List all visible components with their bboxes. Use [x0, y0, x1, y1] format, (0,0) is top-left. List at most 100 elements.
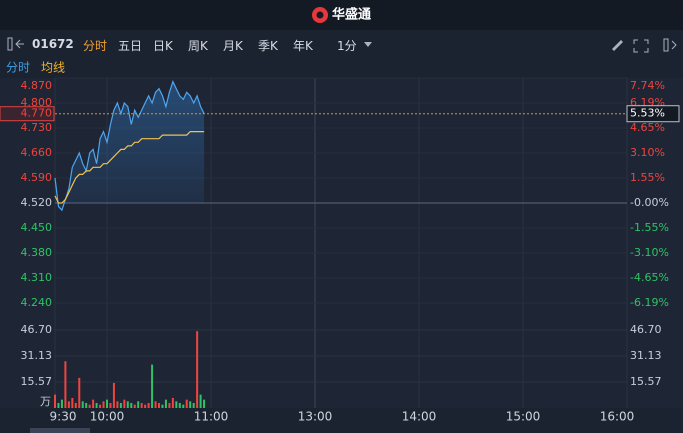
- y-tick-label: 4.380: [21, 246, 53, 259]
- volume-bar: [92, 399, 95, 408]
- y2-tick-label: -6.19%: [630, 296, 669, 309]
- chart: 分时 均线 9:30 10:00 11:00 13:00 14:00 15:00 16:00 4.…: [0, 58, 683, 433]
- icon-shape: [15, 39, 24, 49]
- tab[interactable]: 五日: [118, 39, 143, 53]
- y-tick-label: 4.240: [21, 296, 53, 309]
- volume-unit: 万: [40, 395, 51, 408]
- volume-bar: [147, 402, 150, 408]
- volume-bar: [178, 402, 181, 408]
- y2-tick-label: -1.55%: [630, 221, 669, 234]
- icon-shape: [364, 42, 372, 47]
- y2-tick-label: 15.57: [630, 375, 662, 388]
- volume-bar: [130, 402, 133, 408]
- tab[interactable]: 分时: [83, 39, 108, 53]
- volume-bar: [158, 402, 160, 408]
- volume-bar: [57, 402, 60, 408]
- y-tick-label: 15.57: [21, 375, 53, 388]
- volume-bar: [144, 404, 147, 408]
- last-change-box: [626, 105, 680, 123]
- y-tick-label: 4.660: [21, 146, 53, 159]
- x-tick-label: 15:00: [506, 410, 541, 424]
- volume-bar: [112, 382, 115, 408]
- y-tick-label: 31.13: [21, 349, 53, 362]
- volume-bar: [161, 404, 164, 408]
- collapse-icon[interactable]: [663, 38, 669, 52]
- x-tick-label: 11:00: [194, 410, 229, 424]
- x-tick-label: 10:00: [90, 410, 125, 424]
- tab[interactable]: 季K: [258, 39, 278, 53]
- volume-bar: [203, 399, 206, 408]
- volume-bar: [175, 401, 178, 408]
- y-tick-label: 4.800: [21, 96, 53, 109]
- x-tick-label: 14:00: [402, 410, 437, 424]
- volume-bar: [196, 331, 199, 408]
- volume-bar: [88, 404, 91, 408]
- volume-bar: [137, 401, 140, 408]
- volume-bar: [67, 401, 70, 408]
- logo-text: 华盛通: [332, 7, 371, 23]
- scrollbar: [30, 428, 90, 433]
- y2-tick-label: -4.65%: [630, 271, 669, 284]
- last-price-box: [0, 106, 55, 122]
- x-tick-label: 9:30: [50, 410, 77, 424]
- back-icon[interactable]: [4, 30, 34, 58]
- volume-bar: [81, 401, 84, 408]
- y2-tick-label: 3.10%: [630, 146, 665, 159]
- y2-tick-label: 46.70: [630, 323, 662, 336]
- y2-tick-label: 1.55%: [630, 171, 665, 184]
- volume-bar: [60, 399, 63, 408]
- volume-bar: [182, 404, 185, 408]
- last-price-label: 4.770: [21, 107, 53, 120]
- volume-bar: [192, 402, 195, 408]
- x-tick-label: 16:00: [600, 410, 635, 424]
- y-tick-label: 4.520: [21, 196, 53, 209]
- tool-icons: [612, 38, 677, 53]
- y-tick-label: 4.870: [21, 79, 53, 92]
- volume-bar: [140, 402, 143, 408]
- volume-bar: [151, 364, 154, 408]
- y2-tick-label: -3.10%: [630, 246, 669, 259]
- y-tick-label: 4.590: [21, 171, 53, 184]
- x-tick-label: 13:00: [298, 410, 333, 424]
- volume-bar: [185, 399, 188, 408]
- volume-bar: [126, 401, 129, 408]
- volume-bar: [78, 377, 81, 408]
- y-tick-label: 46.70: [21, 323, 53, 336]
- volume-bar: [123, 399, 126, 408]
- fullscreen-icon[interactable]: [633, 39, 649, 53]
- legend-bar: [0, 58, 683, 78]
- volume-bar: [85, 402, 88, 408]
- volume-bar: [154, 401, 157, 408]
- tab[interactable]: 月K: [223, 39, 243, 53]
- volume-bar: [99, 404, 102, 408]
- volume-bar: [119, 402, 122, 408]
- series-line: [54, 79, 205, 212]
- volume-bar: [133, 404, 136, 408]
- y2-tick-label: -0.00%: [630, 196, 669, 209]
- interval[interactable]: 1分: [337, 39, 357, 53]
- volume-bar: [171, 397, 174, 408]
- dropdown-icon[interactable]: [363, 30, 373, 58]
- collapse-icon[interactable]: [671, 40, 677, 50]
- y2-tick-label: 4.65%: [630, 121, 665, 134]
- last-change-label: 5.53%: [630, 107, 665, 120]
- volume-bar: [74, 402, 77, 408]
- volume-bar: [54, 394, 56, 408]
- volume-bar: [102, 401, 105, 408]
- volume-bar: [168, 402, 171, 408]
- icon-shape: [7, 37, 13, 51]
- plot-background: [0, 58, 683, 408]
- tab[interactable]: 日K: [153, 39, 173, 53]
- tab[interactable]: 年K: [293, 39, 313, 53]
- pen-icon[interactable]: [612, 40, 623, 51]
- volume-bar: [71, 397, 74, 408]
- y2-tick-label: 7.74%: [630, 79, 665, 92]
- header: 华盛通: [0, 0, 683, 30]
- tab[interactable]: 周K: [188, 39, 208, 53]
- volume-bar: [199, 394, 202, 408]
- y2-tick-label: 31.13: [630, 349, 662, 362]
- volume-bar: [106, 399, 108, 408]
- toolbar: 01672 分时 五日 日K 周K 月K 季K 年K 1分: [0, 30, 683, 59]
- symbol: 01672: [32, 37, 74, 51]
